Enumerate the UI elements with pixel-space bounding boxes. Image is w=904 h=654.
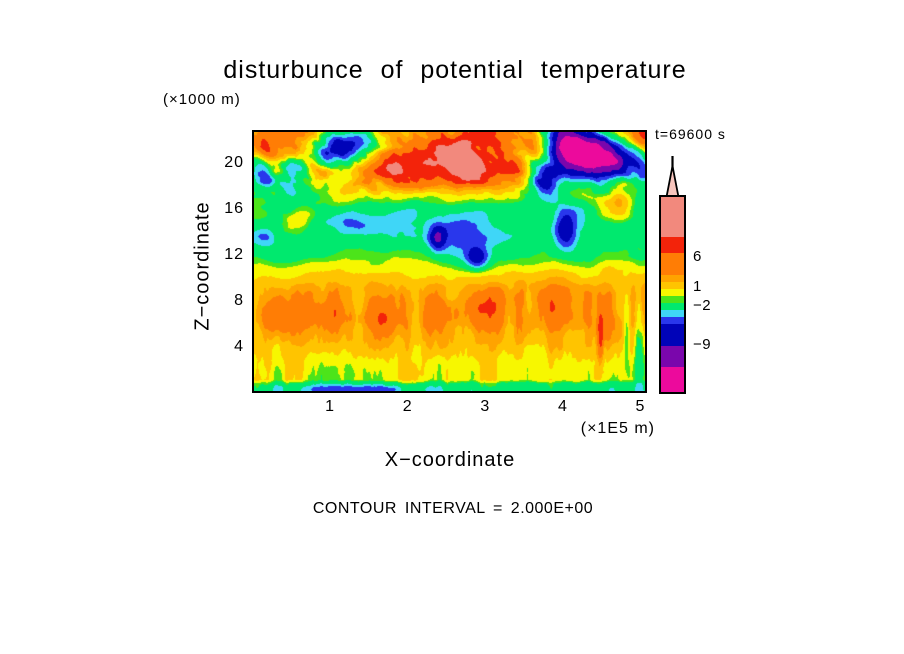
chart-title: disturbunce of potential temperature: [223, 56, 687, 84]
x-axis-units-label: (×1E5 m): [580, 420, 655, 437]
colorbar-segment-11: [661, 346, 684, 367]
plot-area: [252, 130, 647, 393]
y-axis-units-label: (×1000 m): [163, 91, 241, 108]
colorbar: [659, 195, 686, 394]
colorbar-segment-2: [661, 253, 684, 275]
colorbar-label-2: −2: [693, 297, 712, 314]
colorbar-segment-8: [661, 310, 684, 317]
x-tick-label-3: 3: [480, 398, 491, 415]
contour-interval-label: CONTOUR INTERVAL = 2.000E+00: [312, 500, 594, 517]
colorbar-segment-3: [661, 275, 684, 282]
x-tick-label-4: 4: [557, 398, 568, 415]
x-tick-label-5: 5: [635, 398, 646, 415]
colorbar-segment-10: [661, 324, 684, 346]
colorbar-segment-5: [661, 289, 684, 296]
colorbar-segment-12: [661, 367, 684, 392]
y-axis-title: Z−coordinate: [191, 201, 214, 331]
contour-field-canvas: [254, 132, 645, 391]
colorbar-label-0: 6: [693, 248, 702, 265]
colorbar-segment-1: [661, 237, 684, 253]
x-tick-label-1: 1: [325, 398, 336, 415]
colorbar-label-1: 1: [693, 278, 702, 295]
y-tick-label-16: 16: [224, 199, 244, 217]
y-tick-label-8: 8: [234, 291, 244, 309]
x-tick-label-2: 2: [402, 398, 413, 415]
time-label: t=69600 s: [655, 126, 726, 142]
colorbar-pencil-tip-icon: [665, 156, 680, 198]
x-axis-title: X−coordinate: [384, 449, 516, 471]
y-tick-label-20: 20: [224, 153, 244, 171]
y-tick-label-12: 12: [224, 245, 244, 263]
colorbar-segment-7: [661, 303, 684, 310]
colorbar-segment-4: [661, 282, 684, 289]
colorbar-segment-9: [661, 317, 684, 324]
y-tick-label-4: 4: [234, 337, 244, 355]
colorbar-segment-0: [661, 197, 684, 237]
colorbar-label-3: −9: [693, 336, 712, 353]
colorbar-segment-6: [661, 296, 684, 303]
